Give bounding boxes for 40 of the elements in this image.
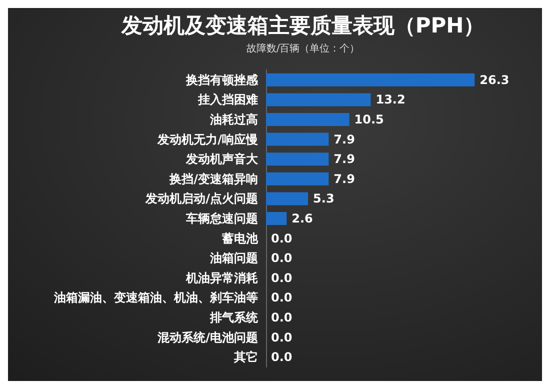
bar — [266, 192, 308, 206]
y-tick-label: 挂入挡困难 — [197, 92, 258, 107]
bar — [266, 73, 475, 86]
data-label: 0.0 — [271, 290, 292, 305]
bar — [266, 113, 350, 126]
y-tick-label: 发动机无力/响应慢 — [156, 132, 258, 146]
y-tick-label: 油箱问题 — [209, 251, 258, 266]
chart-subtitle: 故障数/百辆（单位：个） — [246, 42, 360, 54]
y-tick-label: 蓄电池 — [221, 231, 259, 246]
y-tick-label: 换挡/变速箱异响 — [168, 172, 258, 186]
data-label: 0.0 — [271, 330, 292, 344]
y-tick-label: 其它 — [233, 350, 258, 364]
y-tick-label: 机油异常消耗 — [185, 270, 258, 285]
chart-title: 发动机及变速箱主要质量表现（PPH） — [120, 14, 485, 38]
data-label: 26.3 — [480, 72, 510, 87]
data-label: 0.0 — [271, 310, 292, 324]
data-label: 10.5 — [354, 112, 384, 126]
y-tick-label: 混动系统/电池问题 — [156, 330, 258, 344]
data-label: 7.9 — [334, 172, 355, 186]
data-label: 0.0 — [271, 231, 292, 246]
y-tick-label: 排气系统 — [209, 310, 259, 324]
y-tick-label: 发动机启动/点火问题 — [144, 192, 258, 206]
data-label: 0.0 — [271, 251, 292, 266]
y-tick-label: 油耗过高 — [209, 112, 258, 126]
bar — [266, 132, 329, 146]
data-label: 13.2 — [376, 92, 406, 107]
y-tick-label: 油箱漏油、变速箱油、机油、刹车油等 — [53, 290, 258, 305]
data-label: 5.3 — [313, 192, 334, 206]
y-tick-label: 车辆怠速问题 — [185, 212, 258, 226]
data-label: 0.0 — [271, 350, 292, 364]
y-tick-label: 换挡有顿挫感 — [185, 72, 259, 87]
y-tick-label: 发动机声音大 — [185, 152, 259, 166]
bar — [266, 152, 329, 166]
bar — [266, 212, 287, 225]
data-label: 2.6 — [292, 212, 313, 226]
bar — [266, 93, 371, 106]
data-label: 7.9 — [334, 132, 355, 146]
data-label: 0.0 — [271, 270, 292, 285]
data-label: 7.9 — [334, 152, 355, 166]
bar — [266, 172, 329, 186]
